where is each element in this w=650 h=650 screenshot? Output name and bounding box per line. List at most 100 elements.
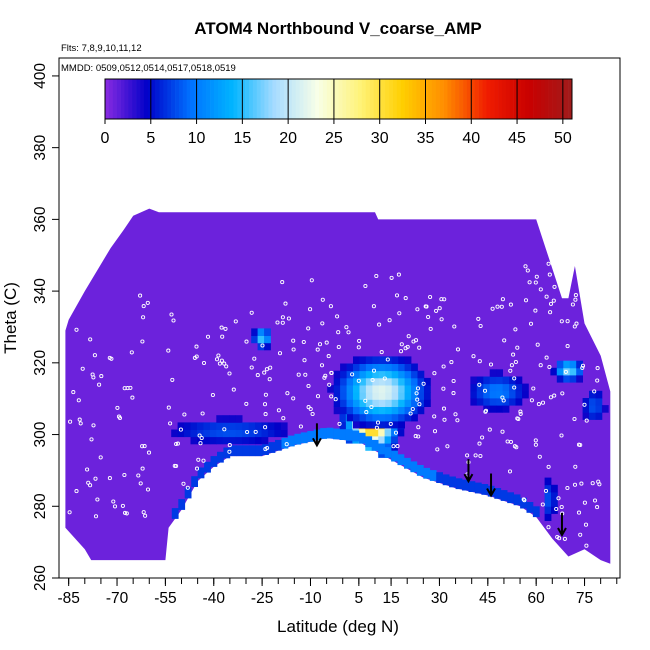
sample-point xyxy=(172,463,177,468)
colorbar-cell xyxy=(182,79,188,119)
sample-point xyxy=(264,367,269,372)
sample-point xyxy=(596,479,601,484)
sample-point xyxy=(181,481,186,486)
heat-cell xyxy=(184,422,191,430)
heat-cell xyxy=(300,432,308,444)
colorbar-cell xyxy=(120,79,125,119)
sample-point xyxy=(583,522,589,527)
sample-point xyxy=(399,342,404,347)
heat-cell xyxy=(589,405,596,413)
sample-point xyxy=(487,427,492,432)
heat-cell xyxy=(203,429,211,438)
hotspot xyxy=(171,415,288,445)
sample-point xyxy=(388,421,393,426)
heat-cell xyxy=(502,376,510,385)
heat-cell xyxy=(496,383,503,392)
heat-cell xyxy=(442,474,450,486)
sample-point xyxy=(364,410,369,415)
hotspot xyxy=(470,369,529,413)
sample-point xyxy=(582,500,587,505)
heat-cell xyxy=(411,377,418,386)
heat-cell xyxy=(248,422,256,430)
heat-cell xyxy=(526,502,534,513)
sample-point xyxy=(296,372,301,377)
sample-point xyxy=(210,392,215,398)
sample-point xyxy=(480,435,485,440)
heat-cell xyxy=(255,445,263,457)
sample-point xyxy=(315,347,320,352)
heat-cell xyxy=(235,422,243,430)
heat-cell xyxy=(544,484,552,493)
sample-point xyxy=(533,308,538,313)
colorbar-cell xyxy=(505,79,511,119)
sample-point xyxy=(512,385,517,390)
heat-cell xyxy=(563,375,571,383)
sample-point xyxy=(194,466,200,471)
sample-point xyxy=(529,398,534,403)
sample-point xyxy=(142,444,147,449)
sample-point xyxy=(68,419,73,424)
colorbar-cell xyxy=(143,79,149,119)
heat-cell xyxy=(551,499,558,507)
heat-cell xyxy=(372,413,380,422)
sample-point xyxy=(97,382,102,387)
sample-point xyxy=(473,453,478,458)
sample-point xyxy=(483,409,488,414)
sample-point xyxy=(231,387,236,392)
sample-point xyxy=(140,466,145,471)
heat-cell xyxy=(404,363,412,372)
heat-cell xyxy=(595,412,603,420)
sample-point xyxy=(122,472,127,478)
sample-point xyxy=(398,349,404,354)
sample-point xyxy=(166,405,171,410)
sample-point xyxy=(205,334,211,339)
sample-point xyxy=(525,268,530,273)
heat-cell xyxy=(242,429,249,438)
sample-point xyxy=(548,395,553,400)
sample-point xyxy=(478,453,483,459)
sample-point xyxy=(579,481,584,486)
sample-point xyxy=(471,354,476,359)
heat-cell xyxy=(417,392,425,400)
colorbar-cell xyxy=(136,79,141,119)
colorbar-cell xyxy=(175,79,180,119)
colorbar-cell xyxy=(525,79,530,119)
heat-cell xyxy=(358,428,366,437)
heat-cell xyxy=(294,433,302,445)
heat-cell xyxy=(483,398,491,406)
sample-point xyxy=(90,372,95,377)
colorbar-cell xyxy=(322,79,328,119)
colorbar-cell xyxy=(295,79,300,119)
colorbar-cell xyxy=(132,79,137,119)
sample-point xyxy=(538,363,543,368)
heat-cell xyxy=(550,367,558,376)
heat-cell xyxy=(346,413,354,422)
heat-cell xyxy=(378,436,385,444)
colorbar-cell xyxy=(326,79,332,119)
sample-point xyxy=(434,308,439,313)
heat-cell xyxy=(483,376,491,385)
heat-cell xyxy=(209,429,217,438)
colorbar-cell xyxy=(412,79,417,119)
heat-cell xyxy=(411,406,418,415)
heat-cell xyxy=(404,457,411,469)
colorbar-cell xyxy=(400,79,405,119)
heat-cell xyxy=(476,398,484,406)
sample-point xyxy=(421,381,426,386)
colorbar-tick-label: 50 xyxy=(554,130,572,147)
colorbar-cell xyxy=(108,79,114,119)
sample-point xyxy=(515,345,520,350)
heat-cell xyxy=(494,488,502,499)
sample-point xyxy=(222,427,227,432)
sample-point xyxy=(451,378,456,384)
heat-cell xyxy=(384,443,392,451)
sample-point xyxy=(98,455,103,460)
hotspot xyxy=(582,390,609,420)
heat-cell xyxy=(601,405,609,413)
sample-point xyxy=(406,334,411,339)
sample-point xyxy=(265,445,270,451)
heat-cell xyxy=(365,385,373,393)
heat-cell xyxy=(436,472,443,483)
sample-point xyxy=(574,321,579,326)
colorbar-cell xyxy=(529,79,534,119)
